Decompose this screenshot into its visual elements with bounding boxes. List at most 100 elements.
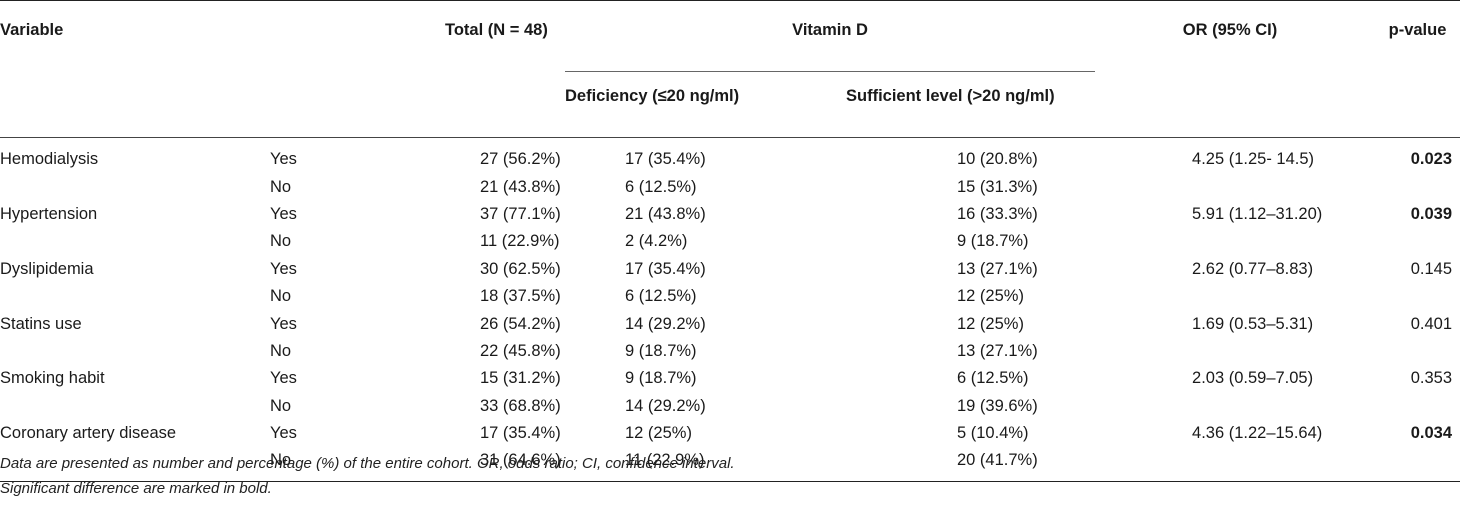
cell-or — [1095, 228, 1335, 255]
cell-deficiency: 14 (29.2%) — [625, 314, 706, 333]
cell-p — [1335, 228, 1460, 255]
table-row: No 22 (45.8%) 9 (18.7%) 13 (27.1%) — [0, 338, 1460, 365]
cell-variable: Coronary artery disease — [0, 424, 177, 443]
note-line-2: Significant difference are marked in bol… — [0, 480, 272, 497]
cell-p: 0.034 — [1410, 424, 1453, 443]
cell-or: 1.69 (0.53–5.31) — [1192, 314, 1314, 333]
header-sufficient: Sufficient level (>20 ng/ml) — [846, 87, 1055, 105]
table-row: No 21 (43.8%) 6 (12.5%) 15 (31.3%) — [0, 173, 1460, 200]
cell-or: 2.62 (0.77–8.83) — [1192, 259, 1314, 278]
cell-variable — [0, 228, 255, 255]
cell-or — [1095, 283, 1335, 310]
table-container: Variable Total (N = 48) Vitamin D OR (95… — [0, 0, 1460, 497]
cell-total: 11 (22.9%) — [480, 232, 560, 251]
cell-deficiency: 6 (12.5%) — [625, 177, 697, 196]
subheader-blank-5 — [1335, 72, 1460, 138]
cell-sufficient: 12 (25%) — [957, 287, 1024, 306]
cell-sufficient: 12 (25%) — [957, 314, 1024, 333]
cell-p: 0.145 — [1410, 259, 1453, 278]
cell-level: No — [270, 232, 292, 251]
cell-total: 22 (45.8%) — [480, 341, 561, 360]
cell-sufficient: 6 (12.5%) — [957, 369, 1029, 388]
cell-sufficient: 13 (27.1%) — [957, 259, 1038, 278]
cell-level: No — [270, 341, 292, 360]
cell-sufficient: 9 (18.7%) — [957, 232, 1029, 251]
cell-or: 4.25 (1.25- 14.5) — [1192, 150, 1315, 169]
table-row: No 33 (68.8%) 14 (29.2%) 19 (39.6%) — [0, 393, 1460, 420]
header-deficiency: Deficiency (≤20 ng/ml) — [565, 87, 740, 105]
table-row: Smoking habit Yes 15 (31.2%) 9 (18.7%) 6 (12… — [0, 365, 1460, 392]
cell-total: 37 (77.1%) — [480, 204, 561, 223]
note-line-1: Data are presented as number and percent… — [0, 455, 735, 472]
cell-level: Yes — [270, 150, 297, 169]
cell-p: 0.401 — [1410, 314, 1453, 333]
cell-level: Yes — [270, 369, 297, 388]
cell-deficiency: 14 (29.2%) — [625, 396, 706, 415]
table-row: Hypertension Yes 37 (77.1%) 21 (43.8%) 16 (3… — [0, 201, 1460, 228]
header-pvalue: p-value — [1388, 21, 1447, 39]
cell-total: 33 (68.8%) — [480, 396, 561, 415]
cell-variable: Smoking habit — [0, 369, 105, 388]
table-row: No 11 (22.9%) 2 (4.2%) 9 (18.7%) — [0, 228, 1460, 255]
table-row: Hemodialysis Yes 27 (56.2%) 17 (35.4%) 10 (2… — [0, 138, 1460, 174]
subheader-blank-1 — [0, 72, 255, 138]
table-row: No 31 (64.6%) 11 (22.9%) 20 (41.7%) — [0, 447, 1460, 482]
cell-or — [1095, 393, 1335, 420]
table-row: Dyslipidemia Yes 30 (62.5%) 17 (35.4%) 13 (2… — [0, 256, 1460, 283]
cell-or — [1095, 447, 1336, 482]
cell-variable — [0, 338, 255, 365]
cell-total: 17 (35.4%) — [480, 424, 561, 443]
header-blank — [255, 1, 350, 72]
cell-deficiency: 9 (18.7%) — [625, 369, 697, 388]
cell-level: No — [270, 177, 292, 196]
cell-deficiency: 9 (18.7%) — [625, 341, 697, 360]
cell-level: Yes — [270, 204, 297, 223]
subheader-blank-4 — [1095, 72, 1335, 138]
cell-p: 0.353 — [1410, 369, 1453, 388]
cell-deficiency: 21 (43.8%) — [625, 204, 706, 223]
cell-level: No — [270, 396, 292, 415]
cell-p — [1335, 173, 1460, 200]
cell-sufficient: 10 (20.8%) — [957, 150, 1038, 169]
table-row: Coronary artery disease Yes 17 (35.4%) 12 (… — [0, 420, 1460, 447]
cell-p — [1335, 338, 1460, 365]
cell-p — [1335, 447, 1460, 482]
cell-total: 18 (37.5%) — [480, 287, 561, 306]
cell-level: Yes — [270, 424, 297, 443]
cell-sufficient: 20 (41.7%) — [810, 447, 1096, 482]
header-vitamin-d: Vitamin D — [565, 0, 1096, 72]
cell-total: 15 (31.2%) — [480, 369, 561, 388]
subheader-blank-2 — [255, 72, 350, 138]
cell-deficiency: 17 (35.4%) — [625, 150, 706, 169]
cell-or — [1095, 338, 1335, 365]
table-body: Hemodialysis Yes 27 (56.2%) 17 (35.4%) 10 (2… — [0, 138, 1460, 482]
cell-or — [1095, 173, 1335, 200]
cell-level: No — [255, 447, 350, 482]
cell-deficiency: 6 (12.5%) — [625, 287, 697, 306]
cell-sufficient: 16 (33.3%) — [957, 204, 1038, 223]
cell-sufficient: 19 (39.6%) — [957, 396, 1038, 415]
cell-variable — [0, 393, 255, 420]
cell-variable — [0, 283, 255, 310]
cell-or: 2.03 (0.59–7.05) — [1192, 369, 1314, 388]
cell-variable — [0, 173, 255, 200]
cell-total: 31 (64.6%) — [350, 447, 565, 482]
cell-sufficient: 15 (31.3%) — [957, 177, 1038, 196]
cell-variable: Dyslipidemia — [0, 259, 94, 278]
cell-sufficient: 5 (10.4%) — [957, 424, 1029, 443]
cell-level: Yes — [270, 314, 297, 333]
cell-p: 0.023 — [1410, 150, 1453, 169]
cell-total: 27 (56.2%) — [480, 150, 561, 169]
cell-variable: Hemodialysis — [0, 150, 99, 169]
table-row: No 18 (37.5%) 6 (12.5%) 12 (25%) — [0, 283, 1460, 310]
cell-total: 30 (62.5%) — [480, 259, 561, 278]
cell-p — [1335, 393, 1460, 420]
cell-deficiency: 11 (22.9%) — [565, 447, 810, 482]
table-row: Statins use Yes 26 (54.2%) 14 (29.2%) 12 (25… — [0, 310, 1460, 337]
cell-deficiency: 2 (4.2%) — [625, 232, 688, 251]
header-variable: Variable — [0, 21, 64, 39]
cell-total: 26 (54.2%) — [480, 314, 561, 333]
header-total: Total (N = 48) — [445, 21, 548, 39]
cell-variable: Hypertension — [0, 204, 98, 223]
cell-level: No — [270, 287, 292, 306]
